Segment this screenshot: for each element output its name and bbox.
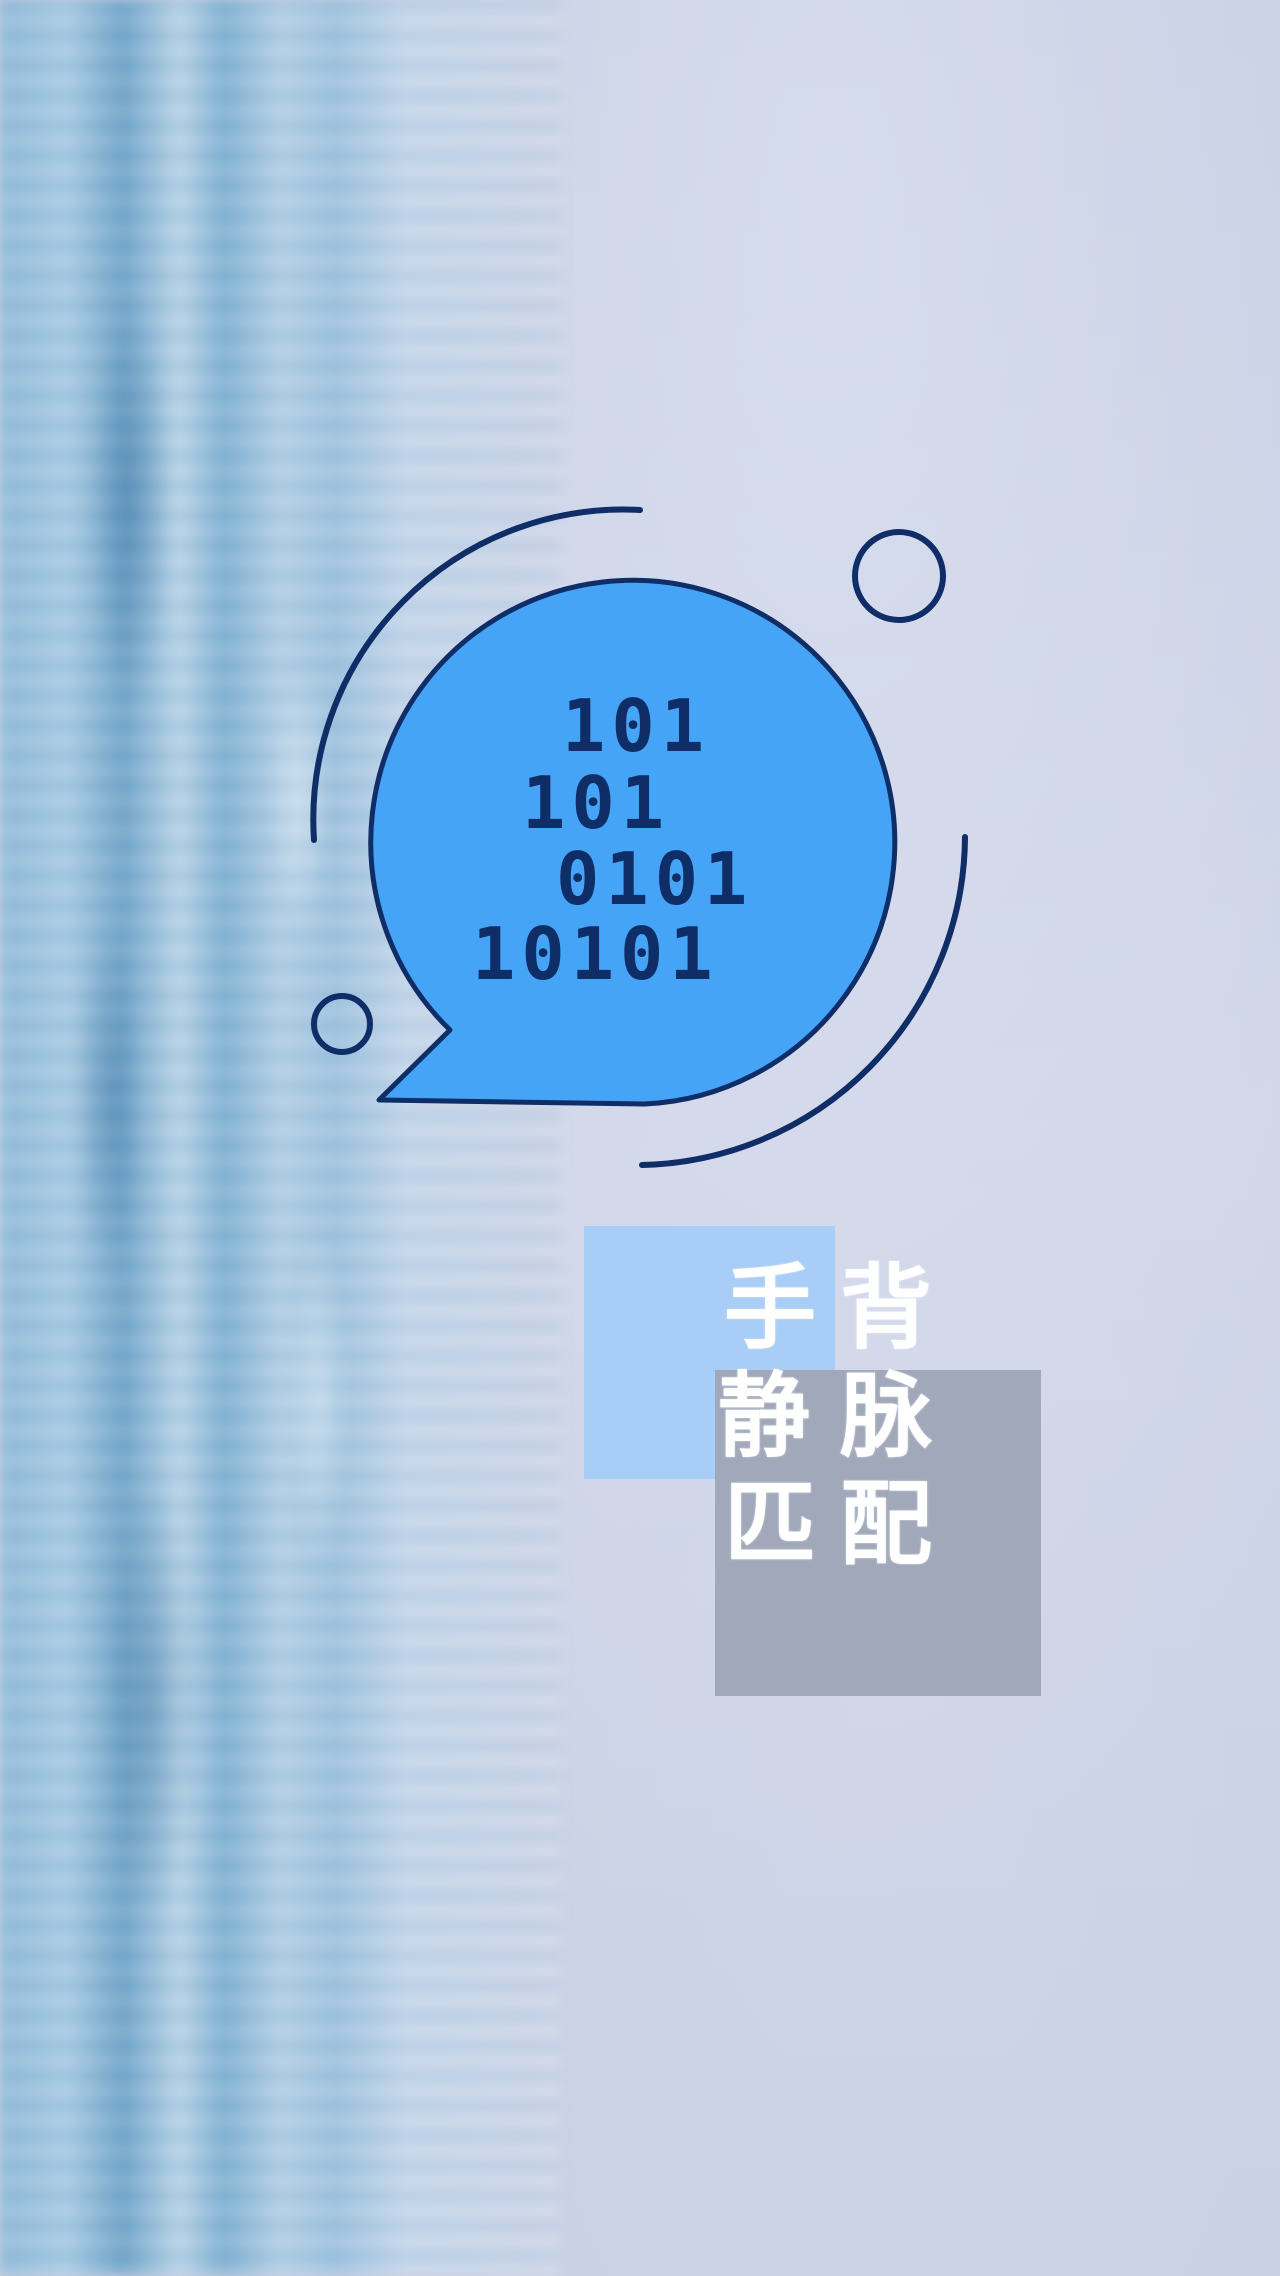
outer-arc-bottom-right bbox=[639, 834, 968, 1168]
binary-line-2: 101 bbox=[522, 761, 671, 845]
title-char-2: 静 bbox=[718, 1362, 811, 1470]
small-circle-bottom-left bbox=[311, 993, 373, 1055]
title-char-6: 配 bbox=[840, 1470, 933, 1578]
title-char-1: 手 bbox=[724, 1254, 817, 1362]
title-gray-box bbox=[715, 1370, 1041, 1696]
outer-arc-top-left bbox=[310, 506, 643, 843]
binary-line-4: 10101 bbox=[472, 912, 719, 996]
title-char-5: 脉 bbox=[840, 1362, 933, 1470]
speech-bubble bbox=[368, 577, 898, 1107]
water-background-image bbox=[0, 0, 560, 2276]
title-char-4: 背 bbox=[840, 1254, 933, 1362]
logo-graphic bbox=[310, 506, 968, 1168]
binary-speech-bubble-icon: 101 101 0101 10101 bbox=[300, 500, 990, 1180]
title-char-3: 匹 bbox=[724, 1470, 817, 1578]
binary-line-1: 101 bbox=[562, 684, 711, 768]
binary-line-3: 0101 bbox=[556, 837, 754, 921]
title-block: 手 静 匹 背 脉 配 bbox=[584, 1226, 1044, 1696]
small-circle-top-right bbox=[852, 529, 946, 623]
